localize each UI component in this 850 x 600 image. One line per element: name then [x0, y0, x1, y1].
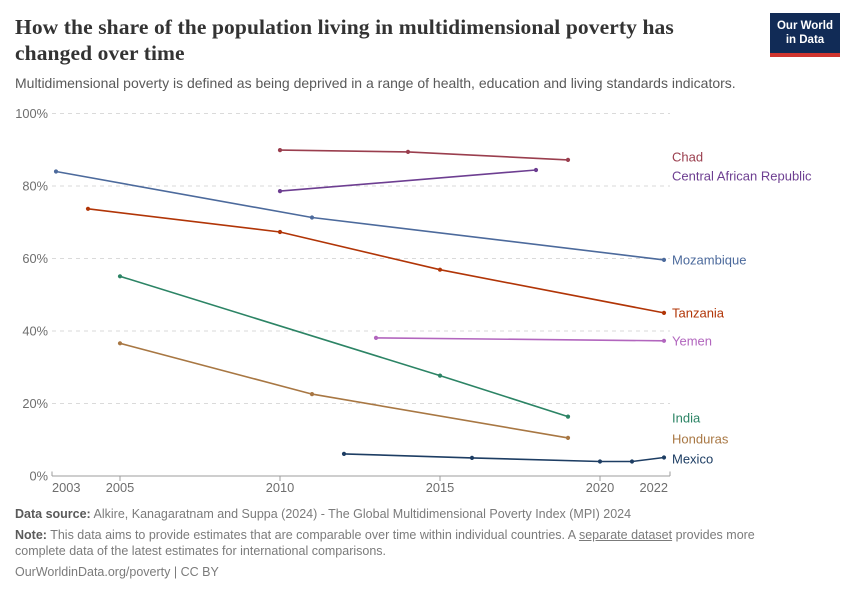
chart-point-tanzania-2022[interactable] — [661, 310, 667, 315]
chart-line-yemen[interactable] — [375, 337, 665, 342]
chart-point-honduras-2011[interactable] — [309, 392, 315, 397]
series-label-central-african-republic[interactable]: Central African Republic — [672, 169, 812, 184]
chart-point-india-2005[interactable] — [117, 274, 123, 279]
chart-line-india[interactable] — [119, 275, 569, 418]
y-tick-label-40: 40% — [22, 324, 48, 339]
chart-point-tanzania-2015[interactable] — [437, 267, 443, 272]
page-title: How the share of the population living i… — [15, 15, 674, 65]
data-source-text: Alkire, Kanagaratnam and Suppa (2024) - … — [93, 507, 632, 521]
owid-logo-line1: Our World — [776, 20, 833, 32]
chart-line-chad[interactable] — [279, 149, 569, 161]
chart-point-chad-2014[interactable] — [405, 149, 411, 154]
series-label-mozambique[interactable]: Mozambique — [672, 253, 746, 268]
y-tick-label-20: 20% — [22, 396, 48, 411]
y-tick-label-60: 60% — [22, 251, 48, 266]
chart-point-mozambique-2003[interactable] — [53, 169, 59, 174]
x-tick-label-2020: 2020 — [586, 480, 614, 495]
y-tick-label-80: 80% — [22, 179, 48, 194]
chart-point-honduras-2005[interactable] — [117, 341, 123, 346]
chart-point-yemen-2022[interactable] — [661, 338, 667, 343]
line-chart: 0% 20% 40% 60% 80% 100% 2003 2005 2010 2015 2020 20… — [15, 106, 812, 495]
x-tick-label-2005: 2005 — [106, 480, 134, 495]
series-label-india[interactable]: India — [672, 411, 701, 426]
y-tick-label-0: 0% — [30, 469, 49, 484]
chart-point-mexico-2020[interactable] — [597, 459, 603, 464]
chart-point-mexico-2016[interactable] — [469, 455, 475, 460]
chart-point-yemen-2013[interactable] — [373, 335, 379, 340]
y-tick-label-100: 100% — [15, 106, 48, 121]
chart-point-central-african-republic-2010[interactable] — [277, 189, 283, 194]
chart-point-mozambique-2022[interactable] — [661, 257, 667, 262]
x-tick-label-2022: 2022 — [640, 480, 668, 495]
chart-subtitle: Multidimensional poverty is defined as b… — [15, 75, 736, 91]
chart-footer: Data source: Alkire, Kanagaratnam and Su… — [15, 506, 835, 580]
chart-point-mozambique-2011[interactable] — [309, 215, 315, 220]
chart-point-india-2019[interactable] — [565, 414, 571, 419]
chart-line-mexico[interactable] — [343, 453, 665, 463]
chart-point-mexico-2022[interactable] — [661, 455, 667, 460]
chart-header: How the share of the population living i… — [15, 14, 840, 92]
data-source-label: Data source: — [15, 507, 91, 521]
series-label-tanzania[interactable]: Tanzania — [672, 306, 725, 321]
chart-point-chad-2019[interactable] — [565, 157, 571, 162]
separate-dataset-link[interactable]: separate dataset — [578, 528, 673, 542]
note-text-after: provides more complete data of the lates… — [15, 528, 755, 558]
series-label-chad[interactable]: Chad — [672, 150, 703, 165]
series-label-honduras[interactable]: Honduras — [672, 432, 729, 447]
x-tick-label-2003: 2003 — [52, 480, 80, 495]
chart-point-tanzania-2004[interactable] — [85, 206, 91, 211]
note-text-before: This data aims to provide estimates that… — [50, 528, 576, 542]
x-tick-label-2010: 2010 — [266, 480, 294, 495]
series-label-yemen[interactable]: Yemen — [672, 334, 712, 349]
note-label: Note: — [15, 528, 47, 542]
chart-point-honduras-2019[interactable] — [565, 435, 571, 440]
x-tick-label-2015: 2015 — [426, 480, 454, 495]
note-line: Note: This data aims to provide estimate… — [15, 527, 783, 559]
chart-point-tanzania-2010[interactable] — [277, 229, 283, 235]
chart-line-tanzania[interactable] — [87, 208, 665, 314]
license-text: OurWorldinData.org/poverty | CC BY — [15, 565, 219, 579]
series-label-mexico[interactable]: Mexico — [672, 452, 713, 467]
chart-point-chad-2010[interactable] — [277, 148, 283, 153]
chart-line-central-african-republic[interactable] — [279, 169, 537, 192]
data-source-line: Data source: Alkire, Kanagaratnam and Su… — [15, 506, 835, 522]
chart-point-central-african-republic-2018[interactable] — [533, 167, 539, 173]
owid-logo-line2: in Data — [785, 34, 825, 46]
chart-point-mexico-2021[interactable] — [629, 459, 635, 464]
chart-line-honduras[interactable] — [119, 342, 569, 439]
chart-point-india-2015[interactable] — [437, 373, 443, 378]
chart-point-mexico-2012[interactable] — [341, 451, 347, 456]
owid-logo[interactable]: Our World in Data — [770, 13, 840, 57]
